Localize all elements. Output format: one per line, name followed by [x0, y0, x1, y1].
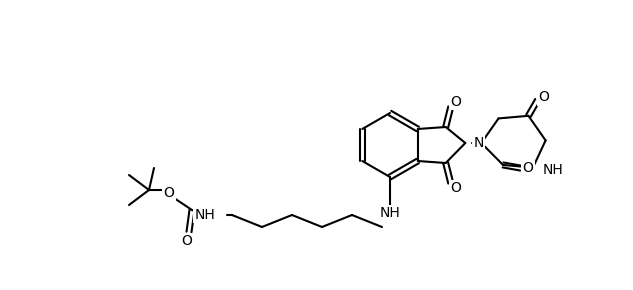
Text: NH: NH — [380, 206, 401, 220]
Text: O: O — [538, 90, 549, 104]
Text: O: O — [522, 161, 533, 175]
Text: NH: NH — [194, 208, 215, 222]
Text: N: N — [473, 136, 484, 150]
Text: NH: NH — [543, 163, 563, 177]
Text: O: O — [450, 95, 461, 109]
Text: O: O — [163, 186, 175, 200]
Text: O: O — [182, 234, 192, 248]
Text: O: O — [450, 181, 461, 195]
